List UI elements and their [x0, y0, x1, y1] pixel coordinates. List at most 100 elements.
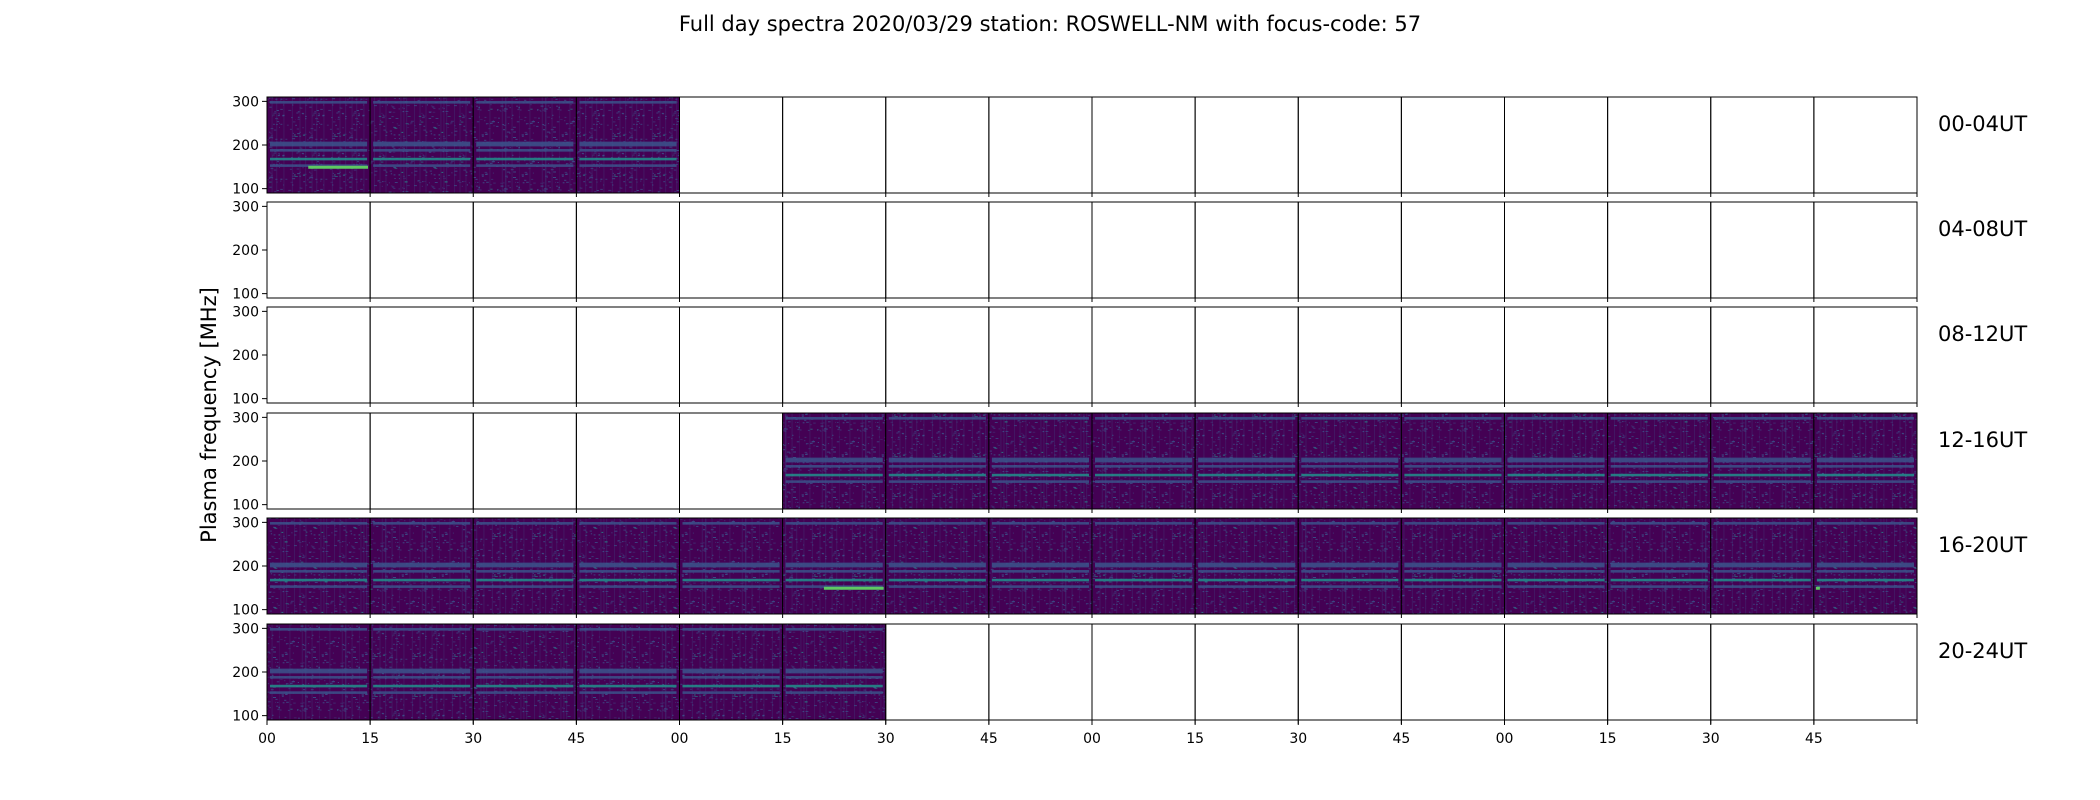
x-tick-label: 30 [1289, 731, 1307, 747]
emission-band [1713, 578, 1811, 582]
emission-band [991, 522, 1089, 525]
emission-band [1095, 457, 1193, 461]
empty-panel [1607, 201, 1712, 302]
empty-panel [1504, 201, 1609, 302]
emission-band [1816, 417, 1914, 420]
emission-band [1507, 465, 1605, 468]
emission-band [373, 101, 471, 104]
emission-band [1301, 522, 1399, 525]
emission-band [1610, 457, 1708, 461]
emission-band [373, 164, 471, 167]
spectrum-panel [1091, 517, 1196, 618]
emission-band [373, 141, 471, 145]
spectrum-panel [1400, 517, 1505, 618]
emission-band [1816, 457, 1914, 461]
emission-band [682, 668, 780, 672]
empty-panel [1400, 306, 1505, 407]
emission-band [373, 564, 471, 568]
y-tick-label: 300 [232, 94, 259, 110]
emission-band [1404, 465, 1502, 468]
panel-frame [1710, 306, 1815, 404]
emission-band [1507, 570, 1605, 573]
emission-band [373, 578, 471, 582]
emission-band [1301, 562, 1399, 566]
emission-band [579, 164, 677, 167]
spectra-row: 100 200 300 16-20UT [232, 515, 2027, 618]
panel-frame [1813, 201, 1918, 299]
panel-frame [1297, 623, 1402, 721]
panel-frame [885, 306, 990, 404]
empty-panel [885, 96, 990, 197]
emission-band [1301, 585, 1399, 588]
emission-band [1095, 522, 1193, 525]
emission-band [579, 585, 677, 588]
emission-band [785, 578, 883, 582]
bright-emission-line [308, 165, 369, 169]
emission-band [270, 149, 368, 152]
emission-band [1610, 480, 1708, 483]
spectrum-panel [1194, 517, 1299, 618]
panel-frame [1400, 201, 1505, 299]
x-tick-label: 00 [671, 731, 689, 747]
panel-frame [1813, 623, 1918, 721]
x-tick-label: 30 [464, 731, 482, 747]
emission-band [373, 149, 471, 152]
empty-panel [369, 412, 474, 513]
empty-panel [1710, 623, 1815, 724]
emission-band [579, 143, 677, 147]
empty-panel [1504, 306, 1609, 407]
emission-band [1301, 465, 1399, 468]
empty-panel [1813, 201, 1918, 302]
empty-panel [1607, 306, 1712, 407]
panel-frame [988, 96, 1093, 194]
spectra-rows: 100 200 300 00-04UT 100 200 300 04-08UT 100 200 30… [232, 94, 2027, 724]
empty-panel [679, 306, 784, 407]
empty-panel [1194, 623, 1299, 724]
emission-band [1404, 570, 1502, 573]
empty-panel [1400, 201, 1505, 302]
emission-band [682, 570, 780, 573]
empty-panel [1813, 306, 1918, 407]
empty-panel [1607, 623, 1712, 724]
spectra-row: 100 200 300 04-08UT [232, 199, 2027, 302]
empty-panel [266, 412, 371, 513]
spectrum-panel [782, 412, 887, 513]
emission-band [785, 585, 883, 588]
emission-band [476, 522, 574, 525]
emission-band [1301, 417, 1399, 420]
emission-band [1507, 585, 1605, 588]
emission-band [1816, 480, 1914, 483]
emission-band [579, 149, 677, 152]
emission-band [1404, 562, 1502, 566]
panel-frame [266, 412, 371, 510]
emission-band [373, 691, 471, 694]
emission-band [1095, 473, 1193, 477]
emission-band [991, 585, 1089, 588]
emission-band [1816, 564, 1914, 568]
emission-band [1095, 562, 1193, 566]
emission-band [476, 562, 574, 566]
panel-frame [1297, 306, 1402, 404]
emission-band [888, 417, 986, 420]
panel-frame [1813, 517, 1918, 615]
emission-band [373, 522, 471, 525]
emission-band [1713, 473, 1811, 477]
emission-band [579, 522, 677, 525]
empty-panel [1607, 96, 1712, 197]
spectrum-panel [369, 623, 474, 724]
empty-panel [782, 201, 887, 302]
panel-frame [1710, 623, 1815, 721]
emission-band [270, 670, 368, 674]
emission-band [1404, 578, 1502, 582]
empty-panel [1504, 623, 1609, 724]
panel-frame [1504, 306, 1609, 404]
panel-frame [679, 306, 784, 404]
y-tick-label: 200 [232, 559, 259, 575]
emission-band [373, 668, 471, 672]
emission-band [270, 628, 368, 631]
empty-panel [885, 623, 990, 724]
emission-band [1404, 459, 1502, 463]
x-tick-label: 45 [980, 731, 998, 747]
emission-band [682, 676, 780, 679]
emission-band [1713, 465, 1811, 468]
